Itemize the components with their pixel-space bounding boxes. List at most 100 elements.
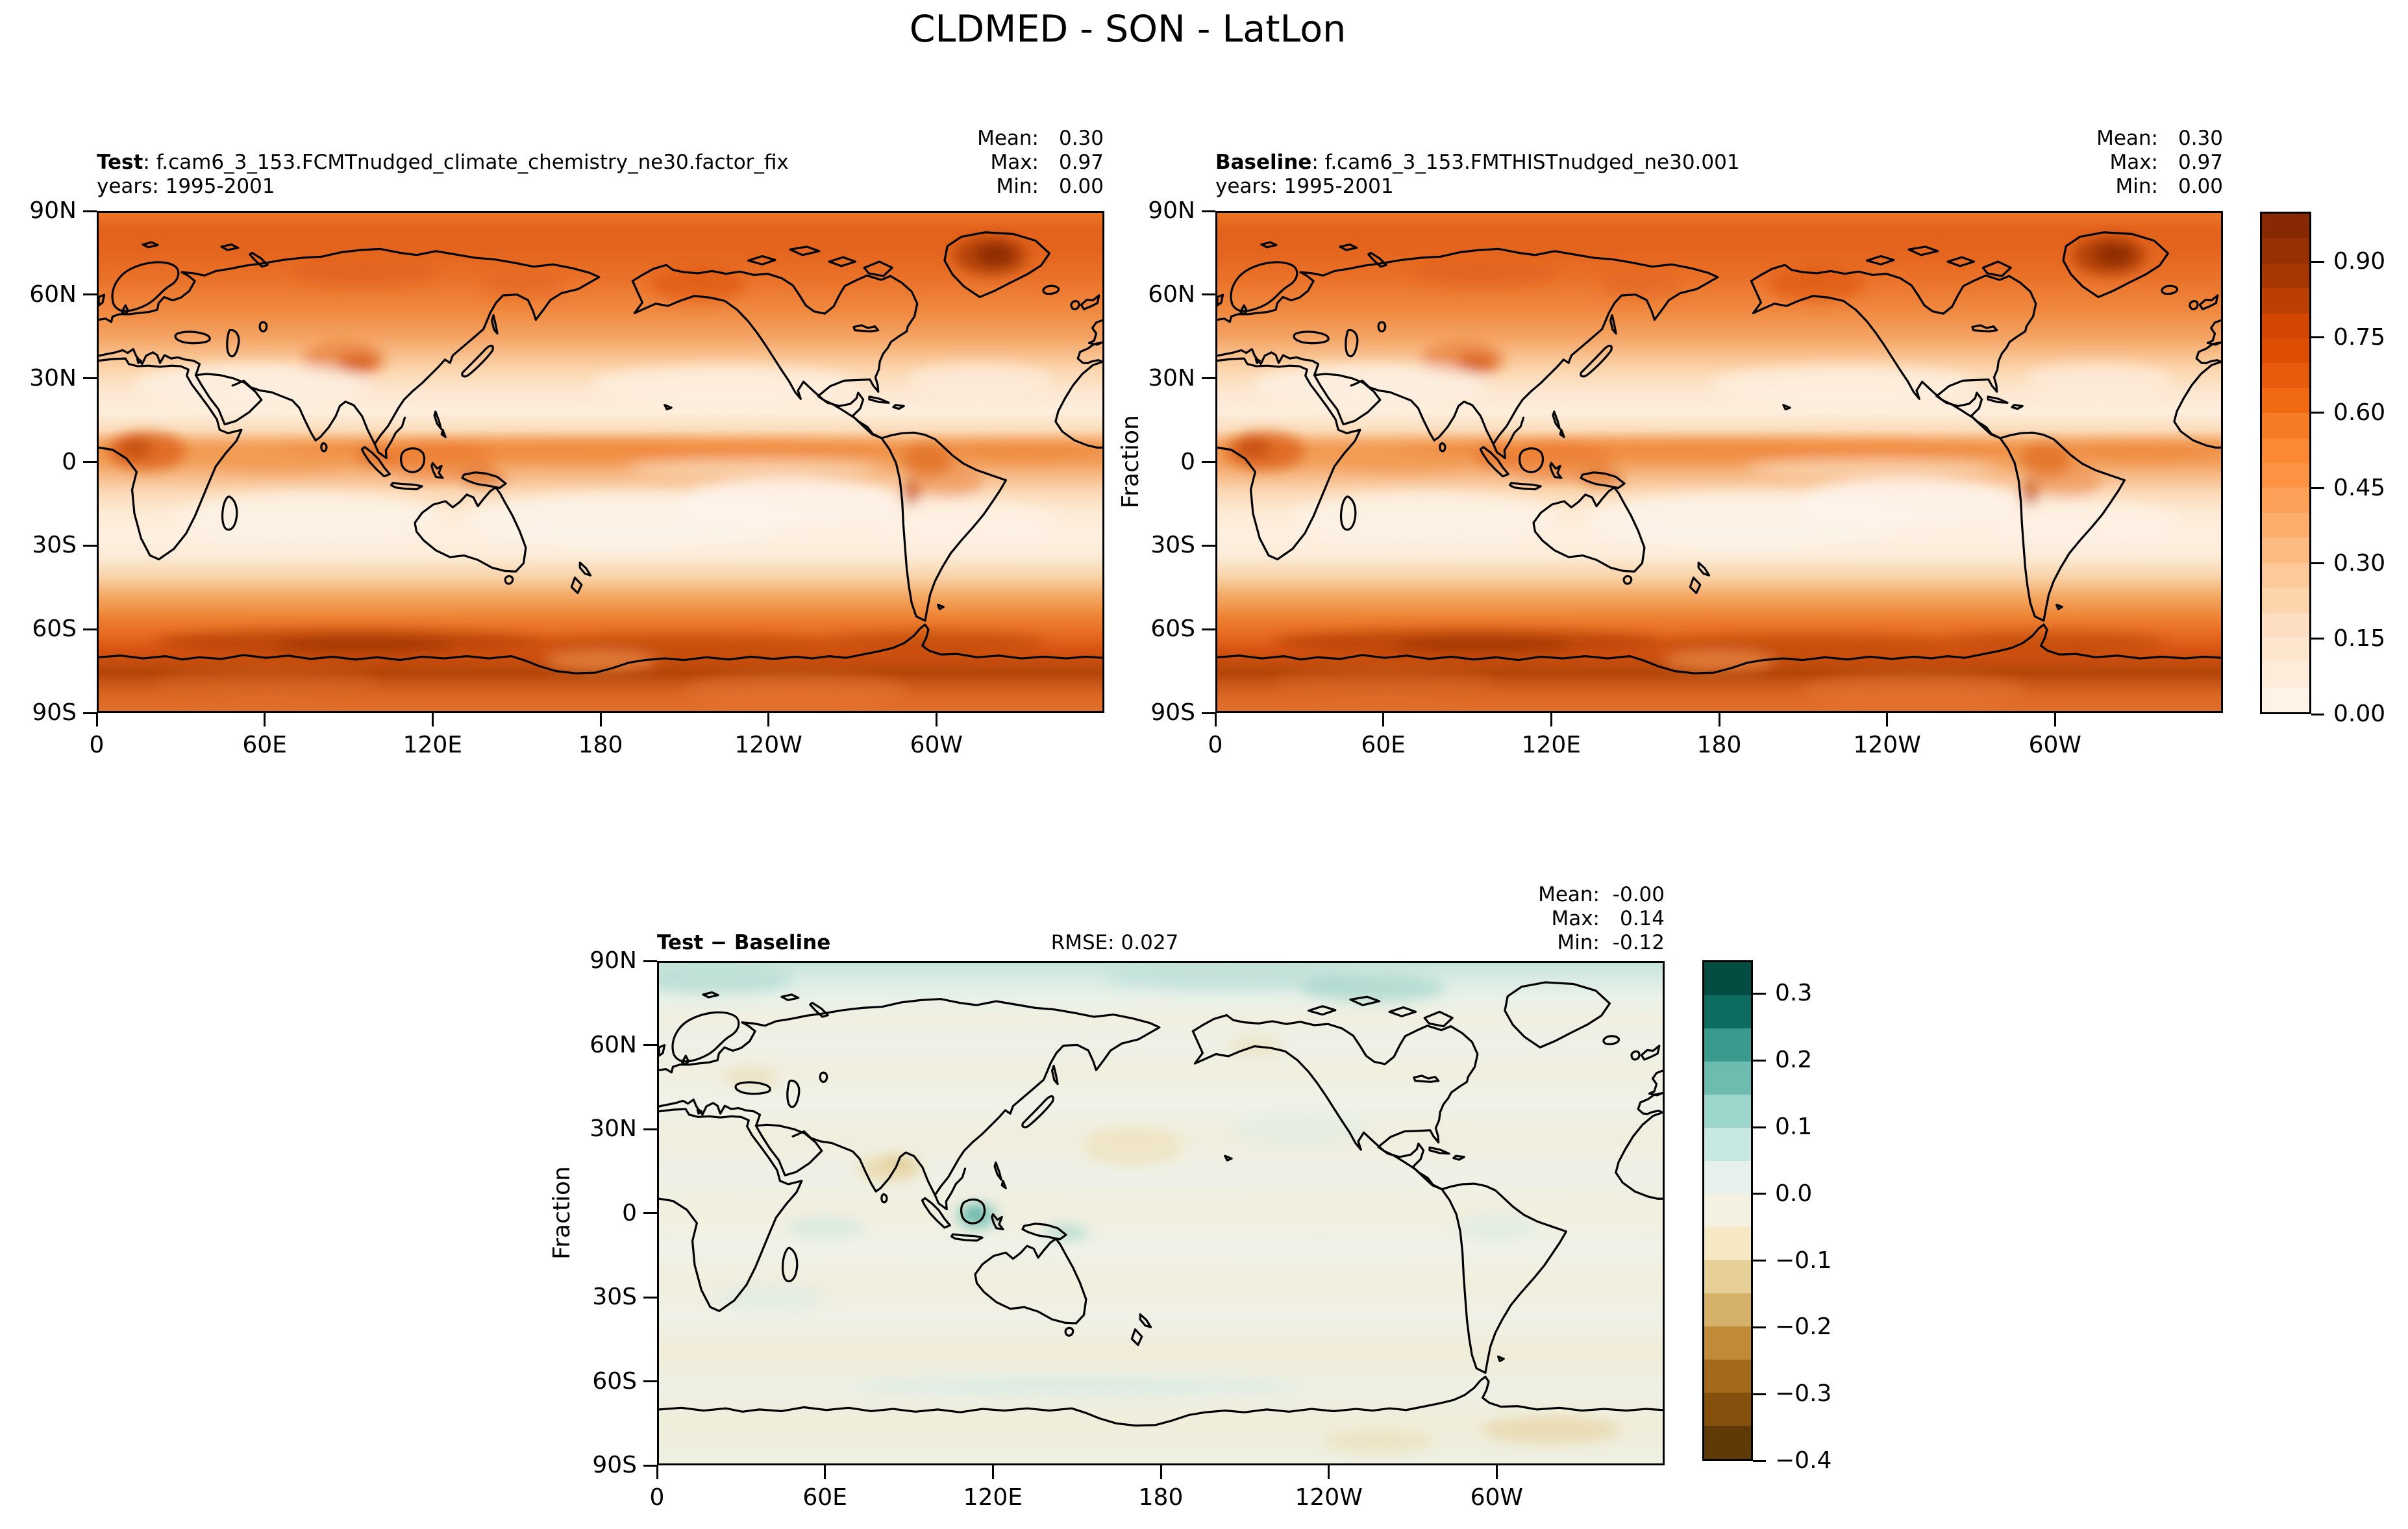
colorbar-tick-label: 0.75	[2333, 323, 2386, 351]
lon-tick-label: 60E	[242, 732, 287, 758]
lon-tick-label: 60W	[910, 732, 963, 758]
lon-tick-label: 60E	[1361, 732, 1406, 758]
lon-tick	[991, 1465, 994, 1479]
lon-tick-label: 120E	[403, 732, 463, 758]
lat-tick-label: 60S	[32, 615, 77, 643]
colorbar-segment	[2262, 612, 2309, 638]
colorbar-segment	[2262, 662, 2309, 688]
diff-map	[657, 961, 1665, 1465]
lat-tick	[1202, 628, 1215, 630]
lat-tick-label: 90N	[1148, 197, 1195, 224]
colorbar-segment	[1704, 1326, 1751, 1360]
colorbar-segment	[2262, 512, 2309, 538]
colorbar-tick	[1753, 1260, 1766, 1262]
diff-rmse: RMSE: 0.027	[1050, 931, 1179, 954]
colorbar-segment	[1704, 962, 1751, 995]
lat-tick-label: 30S	[1150, 532, 1195, 559]
colorbar-tick-label: −0.3	[1775, 1380, 1832, 1408]
colorbar-tick	[1753, 1059, 1766, 1062]
colorbar-tick	[2311, 336, 2324, 338]
lat-tick-label: 60N	[1148, 280, 1195, 308]
colorbar-segment	[1704, 1260, 1751, 1293]
colorbar-segment	[2262, 538, 2309, 563]
lat-tick	[1202, 461, 1215, 463]
lon-tick-label: 120W	[734, 732, 802, 758]
lat-tick-label: 90N	[29, 197, 77, 224]
colorbar-segment	[2262, 687, 2309, 713]
lat-tick-label: 60S	[1150, 615, 1195, 643]
colorbar-segment	[2262, 388, 2309, 414]
lat-tick-label: 30N	[590, 1115, 637, 1142]
lat-tick	[1202, 544, 1215, 547]
lat-tick-label: 30S	[32, 532, 77, 559]
diff-panel-title: Test − Baseline	[657, 931, 830, 955]
colorbar-tick-label: 0.00	[2333, 701, 2386, 727]
test-map-svg	[99, 213, 1102, 711]
lat-tick	[643, 1464, 657, 1467]
colorbar-tick	[1753, 1193, 1766, 1195]
colorbar-segment	[2262, 263, 2309, 289]
lon-tick	[264, 713, 266, 727]
colorbar-segment	[1704, 1426, 1751, 1459]
colorbar-tick	[1753, 1393, 1766, 1395]
lon-tick	[824, 1465, 826, 1479]
colorbar-segment	[2262, 562, 2309, 588]
colorbar-segment	[2262, 338, 2309, 364]
test-stats: Mean: 0.30 Max: 0.97 Min: 0.00	[977, 127, 1104, 198]
lat-tick	[643, 1128, 657, 1130]
colorbar-segment	[2262, 363, 2309, 388]
lon-tick-label: 180	[578, 732, 623, 758]
colorbar-segment	[2262, 438, 2309, 464]
lon-tick-label: 120W	[1853, 732, 1921, 758]
colorbar-segment	[2262, 288, 2309, 314]
lat-tick	[83, 377, 97, 380]
lat-tick-label: 90S	[1150, 699, 1195, 726]
colorbar-tick-label: −0.2	[1775, 1313, 1832, 1341]
colorbar-segment	[1704, 1360, 1751, 1393]
colorbar-segment	[2262, 313, 2309, 339]
colorbar-tick	[1753, 1460, 1766, 1462]
test-label: Test	[97, 151, 143, 174]
lat-tick-label: 30N	[1148, 364, 1195, 392]
diff-map-svg	[659, 963, 1663, 1463]
baseline-dataset: : f.cam6_3_153.FMTHISTnudged_ne30.001	[1311, 151, 1740, 174]
lon-tick-label: 120E	[1521, 732, 1582, 758]
lon-tick-label: 60W	[1470, 1484, 1524, 1511]
colorbar-tick	[2311, 638, 2324, 640]
colorbar-tick-label: −0.1	[1775, 1247, 1832, 1274]
colorbar-tick-label: 0.0	[1775, 1180, 1813, 1207]
lat-tick	[1202, 210, 1215, 212]
lat-tick	[643, 1212, 657, 1214]
lat-tick-label: 90S	[592, 1452, 637, 1478]
lon-tick	[935, 713, 937, 727]
lat-tick	[83, 544, 97, 547]
lon-tick	[1382, 713, 1385, 727]
lon-tick	[1160, 1465, 1162, 1479]
colorbar-segment	[1704, 1128, 1751, 1161]
colorbar-tick-label: 0.30	[2333, 549, 2386, 577]
lat-tick-label: 60S	[592, 1367, 637, 1395]
colorbar-tick	[2311, 260, 2324, 263]
lon-tick-label: 180	[1138, 1484, 1184, 1511]
colorbar-tick-label: 0.60	[2333, 399, 2386, 426]
lat-tick-label: 90N	[590, 947, 637, 974]
baseline-panel-title: Baseline: f.cam6_3_153.FMTHISTnudged_ne3…	[1215, 151, 1740, 175]
lat-tick	[83, 712, 97, 714]
colorbar-tick	[2311, 412, 2324, 414]
lon-tick	[767, 713, 770, 727]
baseline-stats: Mean: 0.30 Max: 0.97 Min: 0.00	[2096, 127, 2223, 198]
lat-tick	[643, 1296, 657, 1299]
colorbar-tick-label: 0.3	[1775, 980, 1813, 1007]
lon-tick	[1495, 1465, 1498, 1479]
test-panel-title: Test: f.cam6_3_153.FCMTnudged_climate_ch…	[97, 151, 789, 175]
lon-tick-label: 0	[649, 1484, 665, 1511]
lat-tick-label: 30S	[592, 1284, 637, 1310]
lat-tick	[83, 628, 97, 630]
lon-tick	[431, 713, 434, 727]
lon-tick-label: 60E	[802, 1484, 847, 1511]
lat-tick	[643, 960, 657, 962]
colorbar-tick	[2311, 562, 2324, 565]
colorbar-segment	[1704, 1161, 1751, 1194]
lat-tick-label: 0	[622, 1199, 637, 1226]
